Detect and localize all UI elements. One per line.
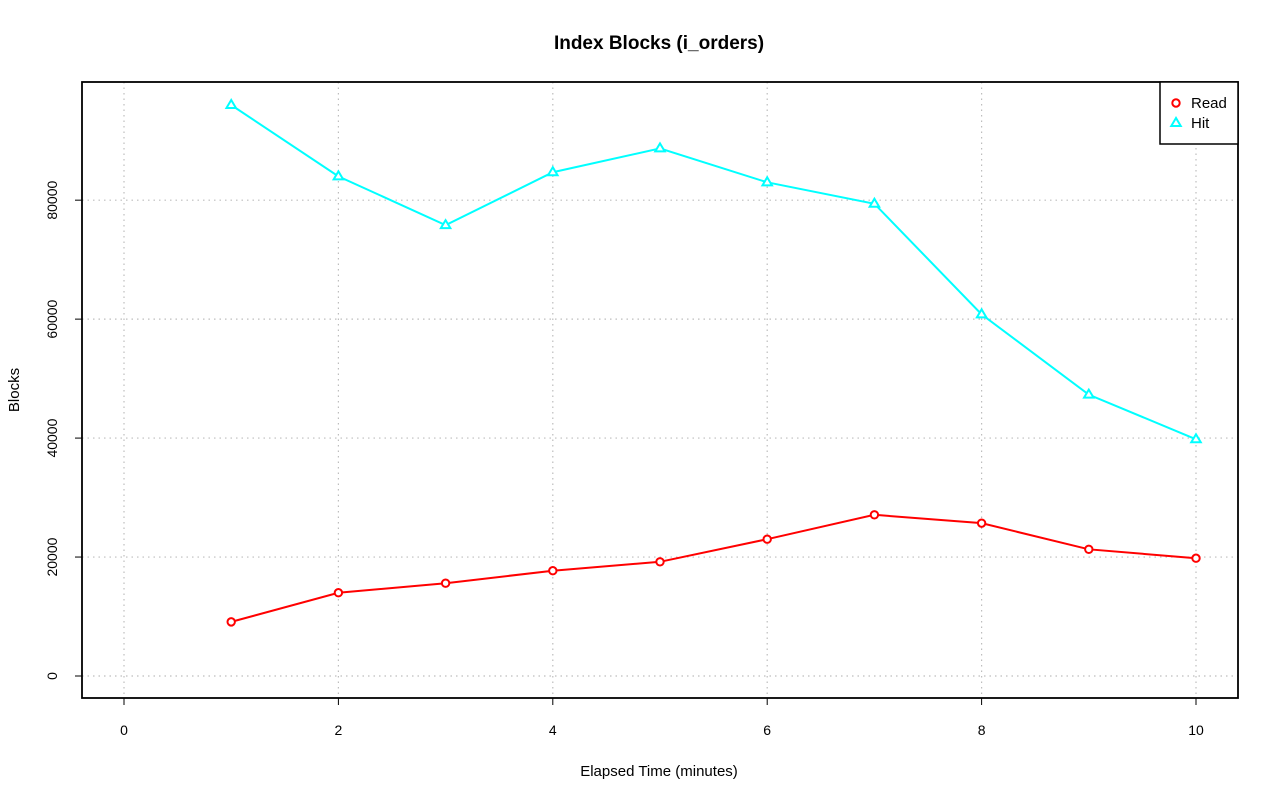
y-tick-label: 20000 [44,537,60,576]
series-read [226,510,1201,627]
data-point-hit [867,196,881,208]
data-point-hit [546,165,560,177]
x-tick-label: 2 [335,722,343,738]
x-tick-label: 4 [549,722,557,738]
data-point-read [333,588,344,598]
y-axis: 0 20000 40000 60000 80000 [44,180,82,680]
data-point-read [1084,544,1094,555]
x-tick-label: 10 [1188,722,1204,738]
series-read-line [230,513,1197,623]
series-layer [224,98,1203,627]
data-point-read [1191,553,1201,563]
data-point-read [440,578,451,588]
data-point-read [655,557,665,567]
y-tick-label: 60000 [44,299,60,338]
data-point-hit [653,141,667,153]
y-tick-label: 40000 [44,418,60,457]
x-tick-label: 8 [978,722,986,738]
data-point-hit [1082,387,1096,399]
legend-label-hit: Hit [1191,115,1210,132]
x-tick-label: 6 [763,722,771,738]
data-point-hit [439,218,453,230]
data-point-read [869,510,880,520]
series-hit-line [230,104,1197,441]
x-axis-label: Elapsed Time (minutes) [580,763,738,780]
x-tick-label: 0 [120,722,128,738]
y-tick-label: 80000 [44,180,60,219]
legend-marker-hit [1169,116,1183,127]
legend-marker-read [1171,98,1181,108]
grid [82,82,1238,698]
x-axis: 0 2 4 6 8 10 [120,698,1204,738]
legend-label-read: Read [1191,95,1227,112]
legend: Read Hit [1159,81,1239,145]
chart-title: Index Blocks (i_orders) [554,33,764,54]
legend-box [1159,81,1239,145]
data-point-hit [224,98,238,109]
y-axis-label: Blocks [6,368,23,412]
series-hit [224,98,1203,444]
data-point-hit [760,175,774,187]
data-point-hit [975,307,989,319]
data-point-hit [1189,432,1203,444]
data-point-read [976,518,987,528]
data-point-hit [331,169,345,181]
data-point-read [226,617,236,627]
y-tick-label: 0 [44,672,60,680]
plot-frame [81,81,1239,699]
data-point-read [548,566,558,576]
data-point-read [762,534,772,544]
